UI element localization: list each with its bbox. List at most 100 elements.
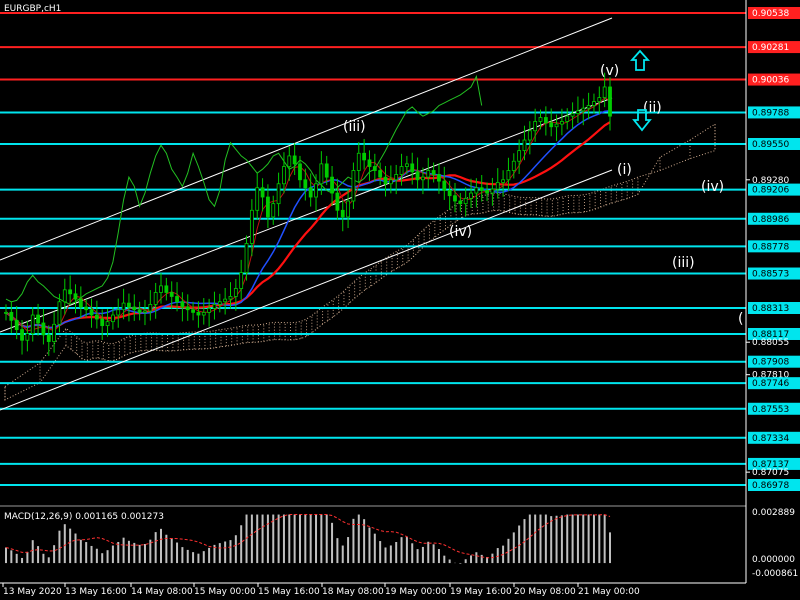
macd-y-tick-label: 0.002889: [752, 508, 795, 518]
candle-body: [479, 187, 484, 191]
y-tick-label: 0.89550: [752, 140, 789, 150]
moving-average-fast: [5, 109, 611, 329]
candle-body: [511, 160, 516, 171]
candle-body: [340, 209, 345, 218]
candle-body: [153, 292, 158, 305]
candle-body: [586, 105, 591, 109]
candle-body: [100, 318, 105, 327]
candle-body: [415, 171, 420, 181]
wave-label: (i): [617, 162, 632, 178]
candle-body: [137, 309, 142, 313]
candle-body: [127, 302, 131, 308]
price-tag: [748, 302, 800, 314]
y-tick-label: 0.88117: [752, 330, 789, 340]
candle-body: [592, 101, 596, 106]
candle-body: [271, 203, 276, 218]
candle-body: [46, 334, 51, 342]
y-tick-label: 0.88573: [752, 270, 789, 280]
macd-pane: 0.002889 0.000000 -0.000861: [5, 508, 798, 579]
candle-body: [196, 311, 201, 316]
x-tick-label: 19 May 00:00: [385, 587, 447, 597]
trend-channel: [0, 17, 613, 411]
candle-body: [41, 322, 46, 336]
candle-body: [485, 189, 489, 194]
candlesticks: [4, 72, 612, 356]
candle-body: [78, 298, 83, 308]
y-axis: 0.90538 0.90281 0.90036 0.89788 0.89550 0.892…: [746, 7, 800, 491]
candle-body: [89, 309, 94, 316]
candle-body: [164, 285, 169, 293]
candle-body: [239, 272, 244, 289]
y-tick-label: 0.88778: [752, 242, 789, 252]
candle-body: [287, 155, 292, 167]
y-tick-label: 0.89206: [752, 186, 789, 196]
candle-body: [212, 304, 217, 309]
price-tag: [748, 355, 800, 368]
candle-body: [121, 302, 126, 311]
wave-label: (ii): [643, 100, 662, 116]
y-tick-label: 0.90538: [752, 9, 789, 19]
y-tick-label: 0.86978: [752, 481, 789, 491]
price-tag: [748, 377, 800, 390]
candle-body: [404, 163, 409, 167]
y-tick-label: 0.87810: [752, 371, 789, 381]
candle-body: [442, 180, 447, 191]
candle-body: [469, 192, 473, 199]
candle-body: [4, 311, 8, 314]
candle-body: [9, 311, 14, 321]
candle-body: [351, 170, 356, 202]
candle-body: [282, 166, 286, 185]
candle-body: [538, 117, 543, 122]
y-tick-label: 0.87908: [752, 358, 789, 368]
price-tag: [748, 7, 800, 19]
candle-body: [116, 309, 121, 316]
candle-body: [57, 301, 62, 325]
candle-body: [421, 176, 425, 181]
price-tag: [748, 73, 800, 86]
moving-average-slow: [5, 121, 611, 329]
candle-body: [185, 306, 190, 311]
candle-body: [25, 333, 30, 341]
price-tag: [748, 106, 800, 119]
candle-body: [73, 293, 78, 300]
candle-body: [308, 187, 313, 198]
channel-lower-line: [0, 169, 613, 411]
candle-body: [303, 179, 308, 189]
price-tag: [748, 183, 800, 196]
candle-body: [191, 309, 195, 313]
x-tick-label: 18 May 08:00: [322, 587, 384, 597]
x-tick-label: 13 May 16:00: [65, 587, 127, 597]
candle-body: [458, 200, 463, 205]
y-tick-label: 0.87137: [752, 460, 789, 470]
candle-body: [180, 301, 185, 308]
candle-body: [372, 166, 377, 171]
y-tick-label: 0.87334: [752, 434, 789, 444]
candle-body: [527, 130, 532, 141]
x-tick-label: 20 May 08:00: [514, 587, 576, 597]
candle-body: [207, 307, 212, 313]
candle-body: [314, 183, 318, 198]
candle-body: [367, 159, 372, 167]
candle-body: [159, 285, 163, 293]
candle-body: [201, 311, 206, 316]
candle-body: [105, 321, 110, 327]
candle-body: [346, 200, 350, 218]
macd-label: MACD(12,26,9) 0.001165 0.001273: [4, 512, 164, 522]
price-tag: [748, 457, 800, 470]
candle-body: [244, 243, 249, 273]
candle-body: [463, 197, 468, 205]
candle-body: [276, 183, 281, 205]
candle-body: [517, 150, 522, 162]
candle-body: [549, 122, 554, 128]
candle-body: [559, 121, 564, 125]
channel-middle-line: [0, 97, 613, 333]
candle-body: [14, 319, 19, 331]
lagging-line: [5, 74, 483, 305]
wave-label: (v): [600, 63, 619, 79]
candle-body: [576, 110, 580, 114]
x-axis: 13 May 2020 13 May 16:00 14 May 08:00 15 Ma…: [2, 583, 640, 597]
candle-body: [581, 107, 586, 112]
wave-label: (: [738, 311, 743, 327]
